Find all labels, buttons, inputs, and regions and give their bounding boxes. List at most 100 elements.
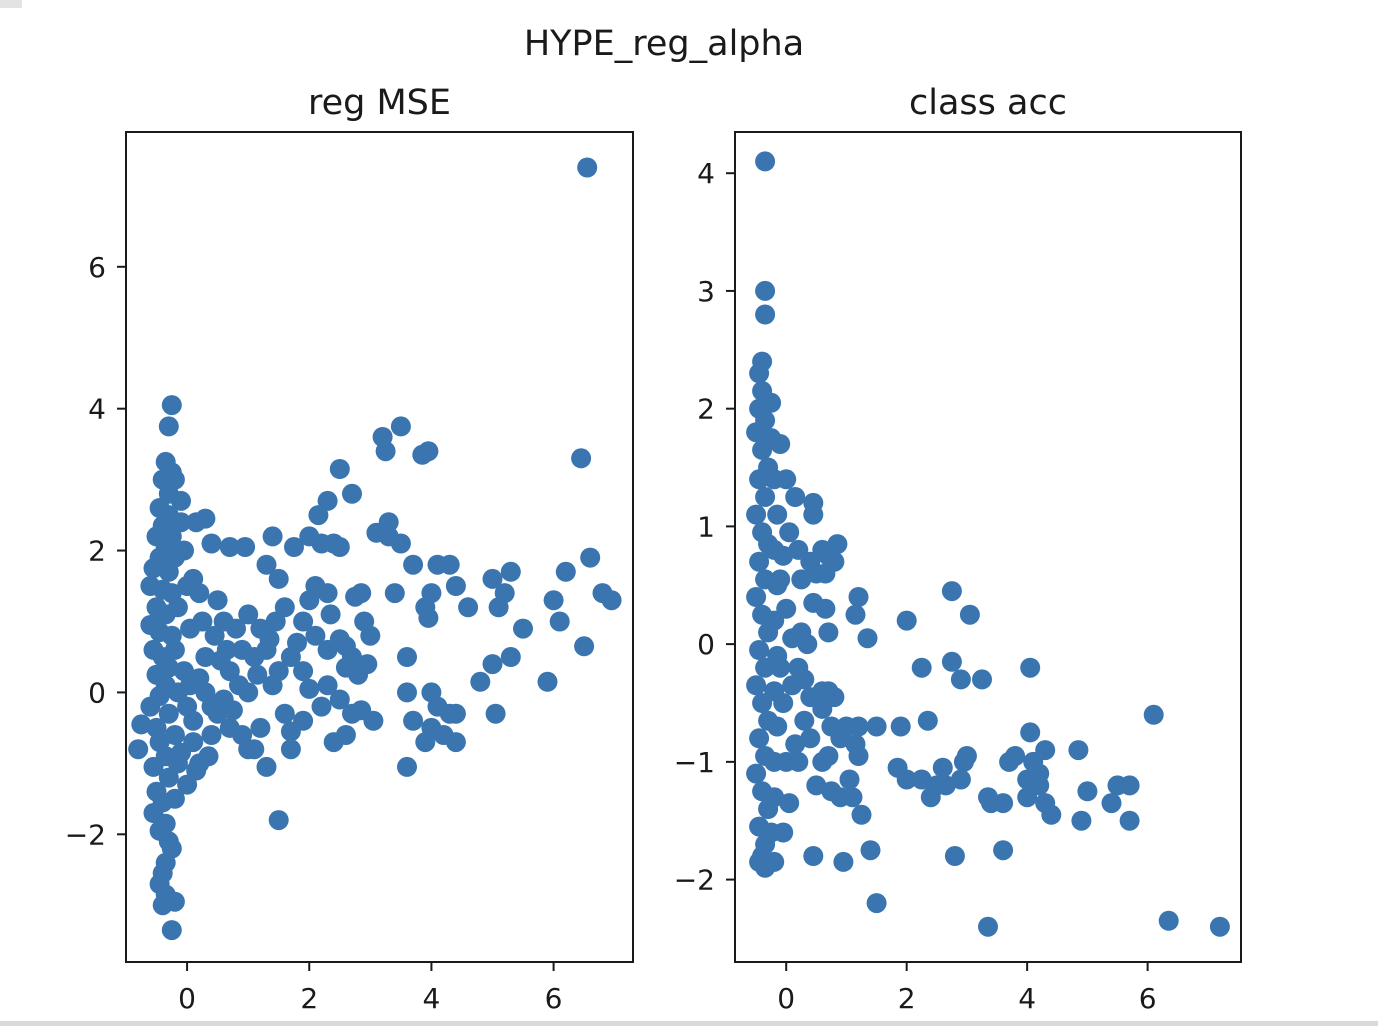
scatter-point [195,647,216,667]
scatter-point [1077,781,1098,802]
scatter-point [549,611,570,632]
scatter-point [848,587,869,607]
y-tick-label: 4 [697,157,715,190]
scatter-point [378,526,399,547]
scatter-point [746,587,767,607]
scatter-point [755,304,776,325]
scatter-point [749,551,770,572]
scatter-point [192,611,213,632]
scatter-point [357,654,378,675]
figure-suptitle: HYPE_reg_alpha [524,24,804,64]
y-tick-label: −2 [65,818,106,851]
scatter-point [458,597,479,618]
scatter-point [788,657,809,678]
x-tick-label: 2 [300,982,318,1015]
scatter-point [543,590,564,611]
scatter-point [866,893,887,914]
axes-frame [734,131,1242,963]
scatter-point [250,717,271,738]
scatter-point [791,622,812,643]
scatter-point [222,700,243,721]
scatter-point [284,537,304,557]
scatter-point [317,639,338,660]
scatter-point [1101,793,1122,814]
scatter-point [482,654,503,675]
scatter-point [329,537,350,557]
scatter-point [920,787,941,808]
scatter-point [764,787,785,808]
x-tick-label: 6 [1139,982,1157,1015]
scatter-point [470,671,491,692]
scatter-point [860,840,881,861]
scatter-point [351,583,372,604]
scatter-point [158,703,179,724]
scatter-point [238,682,259,703]
scatter-point [201,725,222,745]
scatter-points [128,157,622,941]
y-tick-label: −2 [674,864,715,897]
scatter-point [201,696,222,717]
scatter-point [415,732,436,753]
scatter-point [755,487,776,507]
subplot-title: class acc [909,83,1067,123]
scatter-point [238,604,259,625]
scatter-point [305,625,326,646]
scatter-point [488,597,509,618]
scatter-point [1068,740,1089,761]
scatter-point [427,554,448,575]
subplot-title: reg MSE [308,83,451,123]
scatter-point [577,157,598,178]
scatter-point [256,554,277,575]
scatter-point [812,751,833,772]
scatter-point [293,611,314,632]
scatter-point [244,647,265,667]
scatter-point [601,590,622,611]
scatter-point [773,545,794,566]
scatter-point [767,716,788,737]
scatter-point [571,448,592,469]
scatter-point [280,647,301,667]
scatter-point [378,512,399,533]
scatter-point [262,675,283,696]
x-tick-label: 4 [1018,982,1036,1015]
scatter-point [1143,704,1164,725]
scatter-point [164,788,185,809]
scatter-point [978,916,998,937]
scatter-point [845,734,866,755]
scatter-point [500,561,521,582]
scatter-point [247,664,268,685]
scatter-point [219,537,240,557]
scatter-point [293,661,314,682]
scatter-point [981,793,1001,814]
scatter-point [785,487,806,507]
scatter-point [749,363,770,384]
scatter-point [268,568,289,589]
scatter-point [210,650,231,671]
scatter-point [390,416,411,437]
scatter-point [770,569,791,590]
scatter-point [131,714,152,735]
scatter-point [800,728,821,749]
scatter-point [993,840,1014,861]
scatter-point [944,846,965,866]
scatter-point [418,607,439,628]
scatter-point [174,540,194,561]
scatter-points [746,151,1230,937]
scatter-point [1209,916,1230,937]
bottom-scrollbar [0,1021,1378,1026]
scatter-point [317,583,338,604]
scatter-point [746,675,767,696]
scatter-point [785,734,806,755]
scatter-point [335,657,356,678]
scatter-point [574,636,595,657]
scatter-point [323,732,344,753]
scatter-point [851,804,872,825]
scatter-point [177,774,198,795]
scatter-point [280,739,301,760]
scatter-point [226,618,246,639]
scatter-point [782,675,803,696]
scatter-point [779,793,800,814]
scatter-point [1020,657,1041,678]
scatter-point [268,810,289,831]
scatter-point [770,657,791,678]
